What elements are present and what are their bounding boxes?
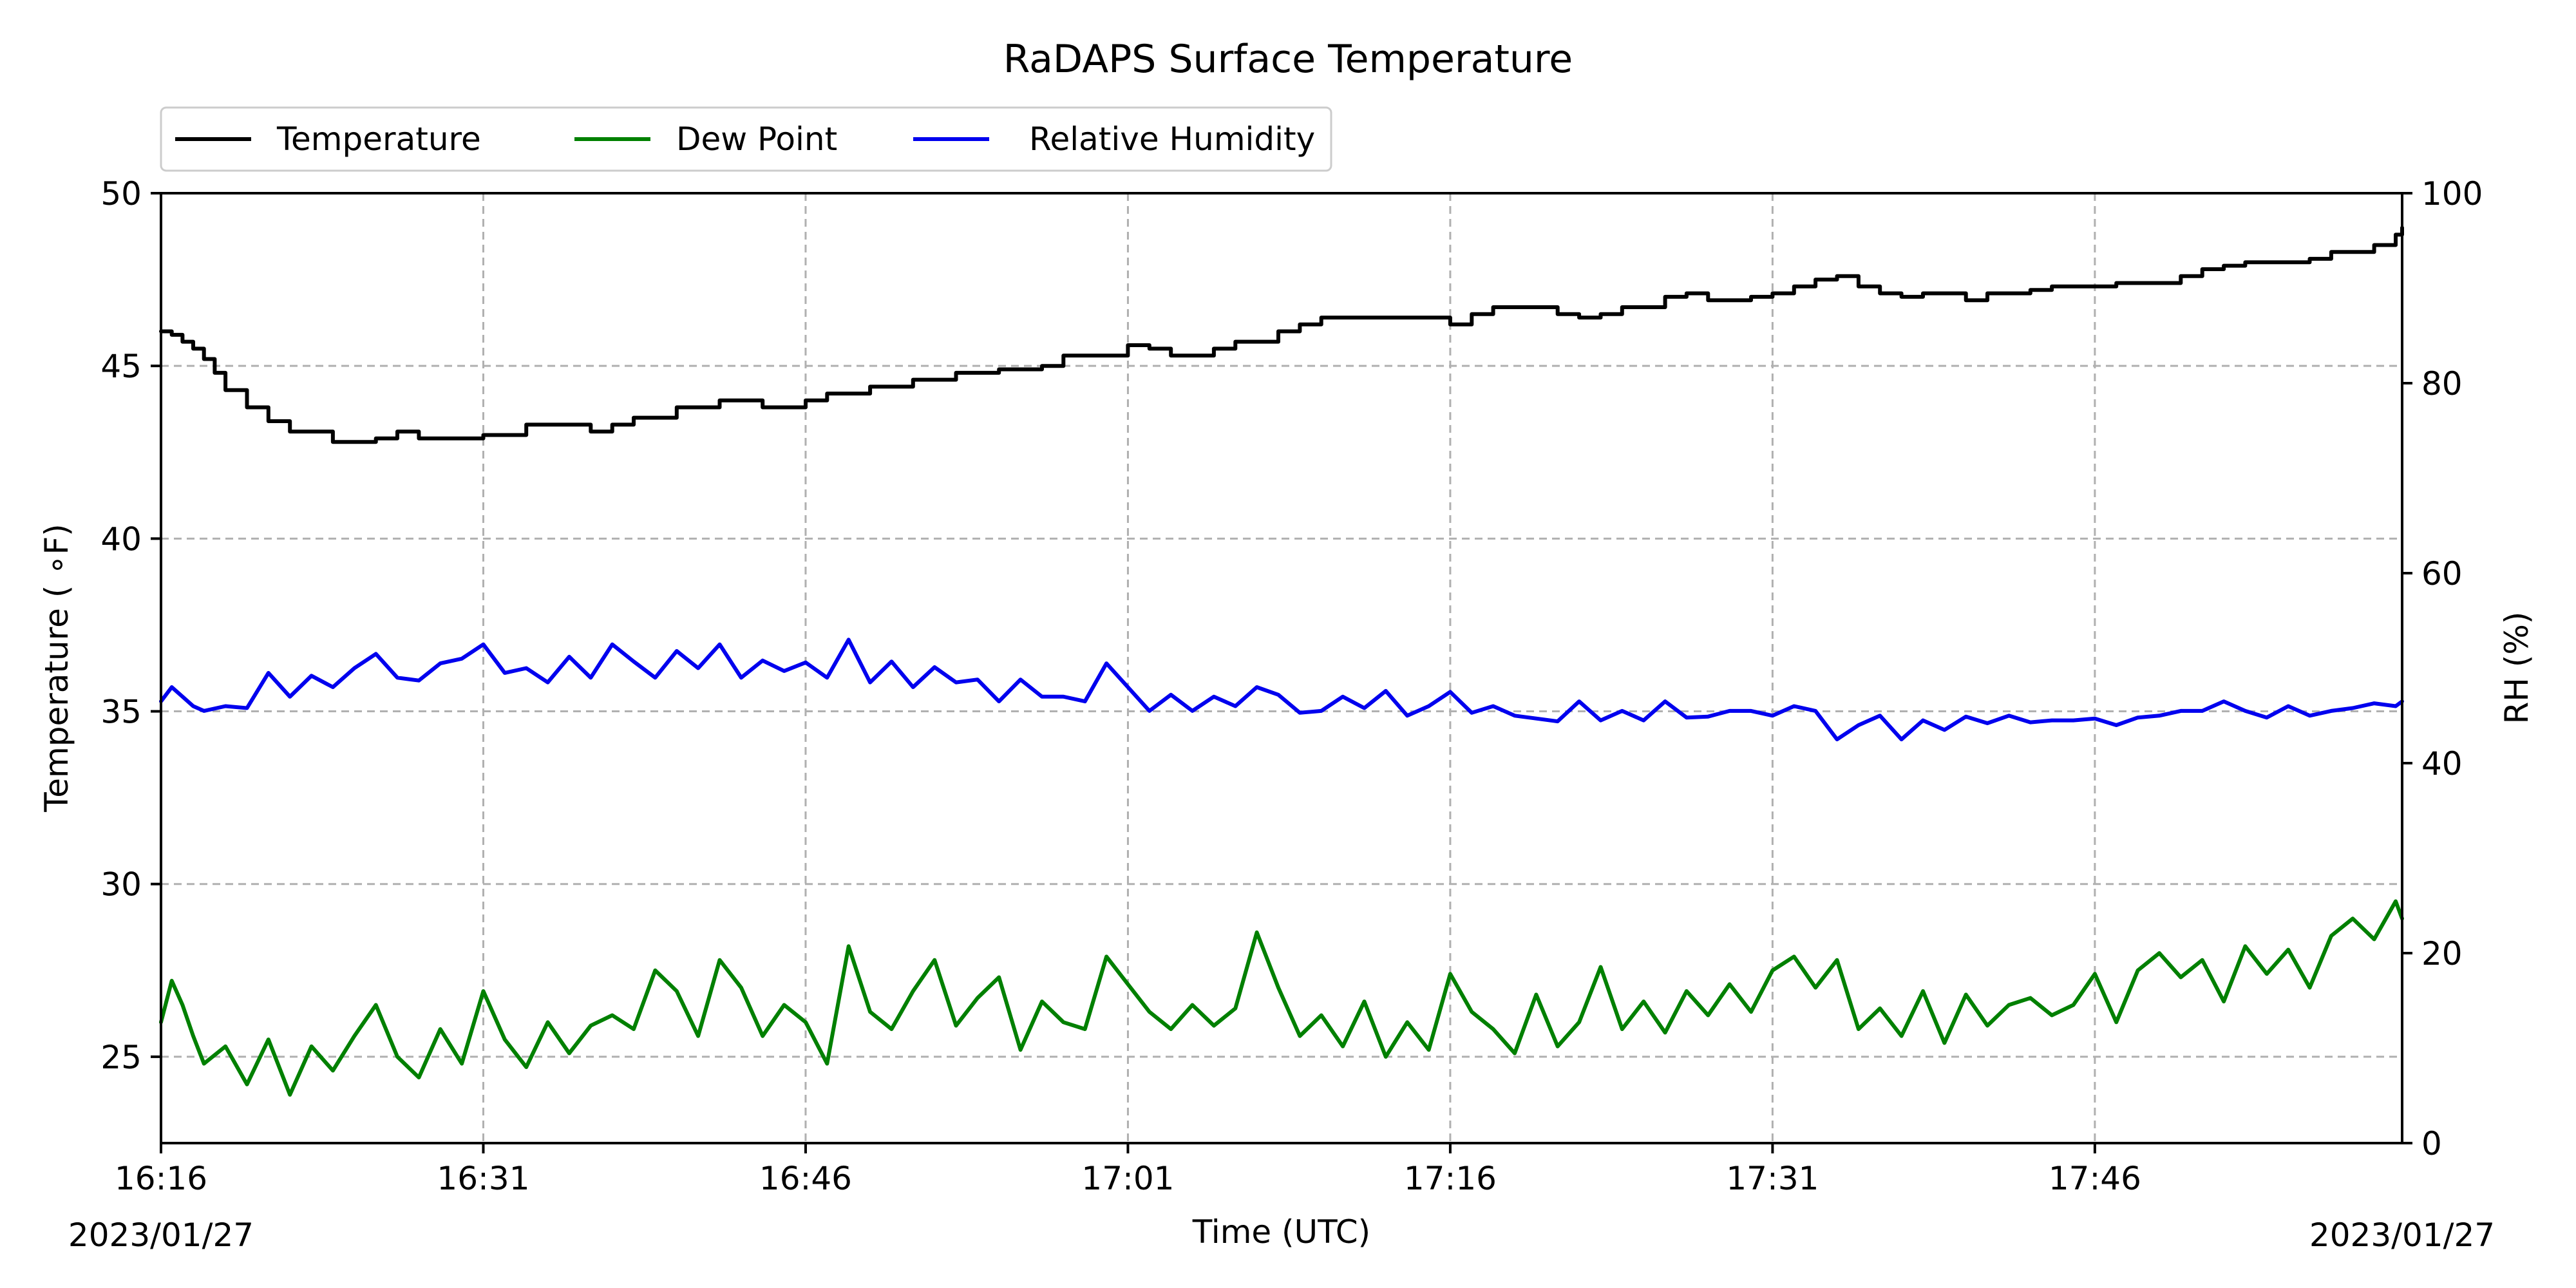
series-layer — [159, 225, 2404, 1097]
y-axis-label-left: Temperature ( ∘F) — [38, 524, 75, 813]
y-left-tick-label: 25 — [100, 1039, 142, 1076]
y-left-tick-label: 30 — [100, 866, 142, 904]
x-tick-label: 17:16 — [1404, 1160, 1497, 1197]
x-tick-label: 17:01 — [1081, 1160, 1174, 1197]
y-right-tick-label: 100 — [2421, 175, 2483, 213]
x-axis-label: Time (UTC) — [1192, 1213, 1370, 1251]
legend-label-dew-point: Dew Point — [676, 120, 837, 158]
x-tick-label: 16:46 — [759, 1160, 852, 1197]
x-axis: 16:16 16:31 16:46 17:01 17:16 17:31 17:46 — [115, 1143, 2141, 1197]
y-left-tick-label: 45 — [100, 348, 142, 385]
y-right-tick-label: 20 — [2421, 935, 2463, 972]
y-axis-label-right: RH (%) — [2498, 612, 2535, 724]
x-tick-label: 17:46 — [2049, 1160, 2141, 1197]
dew-point-line — [159, 899, 2404, 1097]
y-right-tick-label: 80 — [2421, 365, 2463, 402]
x-tick-label: 16:31 — [437, 1160, 529, 1197]
plot-frame — [160, 192, 2403, 1144]
y-right-tick-label: 40 — [2421, 745, 2463, 782]
legend-box — [160, 106, 1332, 172]
y-left-tick-label: 50 — [100, 175, 142, 213]
legend-label-temperature: Temperature — [276, 120, 481, 158]
date-label-right: 2023/01/27 — [2309, 1217, 2495, 1254]
date-label-left: 2023/01/27 — [68, 1217, 254, 1254]
temperature-line — [159, 225, 2404, 444]
x-tick-label: 17:31 — [1726, 1160, 1819, 1197]
y-right-tick-label: 60 — [2421, 555, 2463, 592]
y-left-tick-label: 40 — [100, 520, 142, 558]
relative-humidity-line — [159, 638, 2404, 742]
y-left-tick-label: 35 — [100, 694, 142, 731]
y-axis-left: 25 30 35 40 45 50 — [100, 175, 161, 1076]
legend: Temperature Dew Point Relative Humidity — [160, 106, 1332, 172]
y-right-tick-label: 0 — [2421, 1125, 2442, 1162]
chart-title: RaDAPS Surface Temperature — [1003, 37, 1573, 82]
legend-label-relative-humidity: Relative Humidity — [1029, 120, 1315, 158]
y-axis-right: 0 20 40 60 80 100 — [2402, 175, 2483, 1162]
x-tick-label: 16:16 — [115, 1160, 207, 1197]
